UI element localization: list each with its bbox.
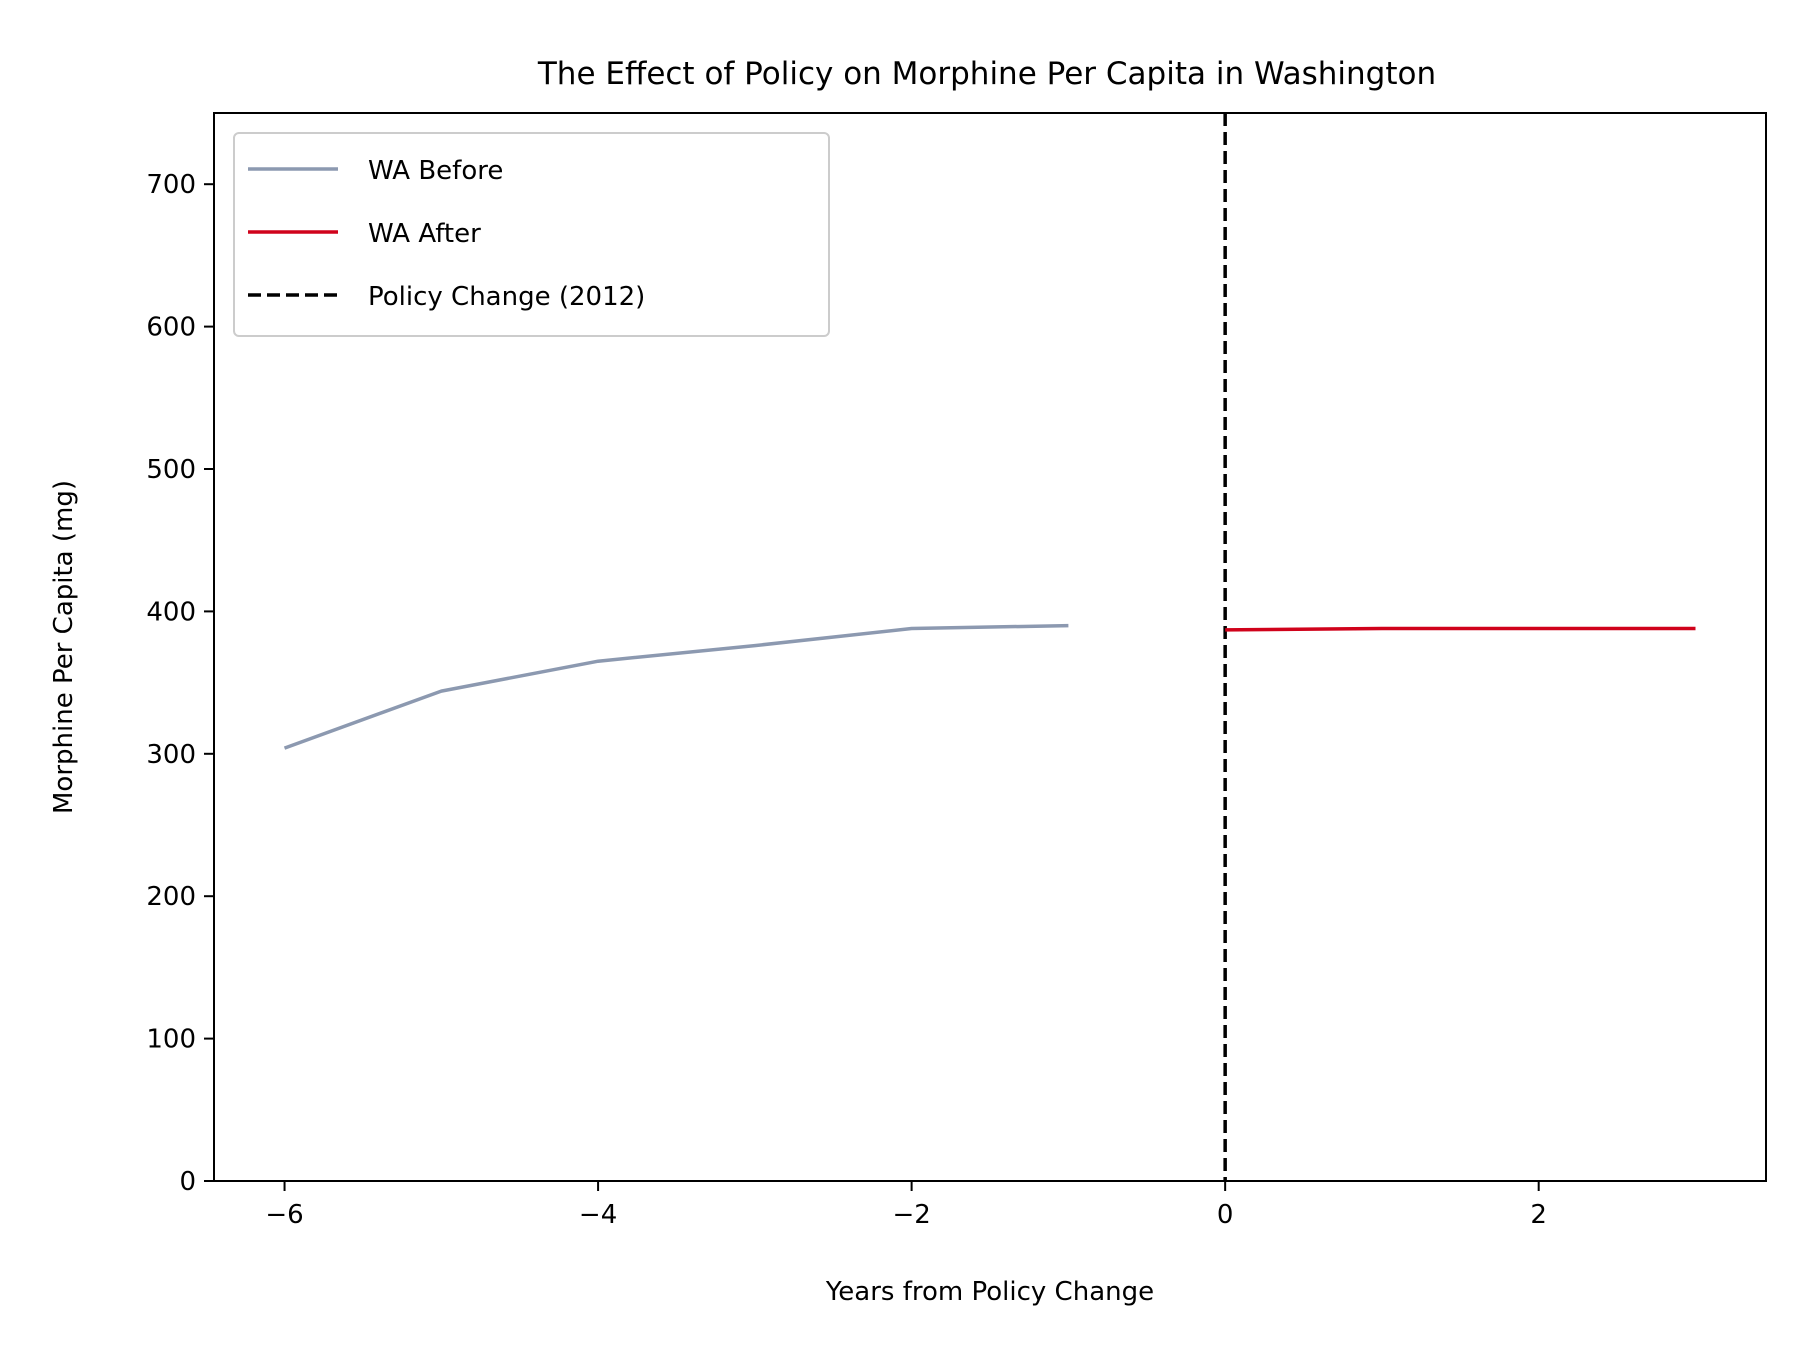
y-tick-label: 200 [146,882,196,912]
y-tick-label: 700 [146,170,196,200]
y-tick-label: 300 [146,740,196,770]
chart-title: The Effect of Policy on Morphine Per Cap… [537,56,1436,92]
x-tick-label: 0 [1217,1200,1234,1230]
legend-label-policy-change: Policy Change (2012) [368,282,645,312]
y-axis-label: Morphine Per Capita (mg) [49,480,79,814]
series-line-wa-before [283,623,1069,750]
legend: WA Before WA After Policy Change (2012) [233,132,830,337]
y-tick-label: 100 [146,1025,196,1055]
y-tick-label: 400 [146,597,196,627]
x-tick-label: −4 [579,1200,617,1230]
x-tick-label: 2 [1530,1200,1547,1230]
x-axis: −6 −4 −2 0 2 [265,1181,1547,1230]
y-tick-label: 600 [146,313,196,343]
plot-frame [213,112,1767,1182]
x-tick-label: −6 [265,1200,303,1230]
series-line-wa-after [1225,626,1696,632]
x-tick-label: −2 [892,1200,930,1230]
y-axis: 0 100 200 300 400 500 600 700 [146,170,214,1197]
y-tick-label: 0 [179,1167,196,1197]
x-axis-label: Years from Policy Change [825,1277,1154,1307]
legend-label-wa-before: WA Before [368,156,503,186]
plot-area [283,113,1696,1181]
legend-frame [233,132,830,337]
y-tick-label: 500 [146,455,196,485]
legend-label-wa-after: WA After [368,219,481,249]
